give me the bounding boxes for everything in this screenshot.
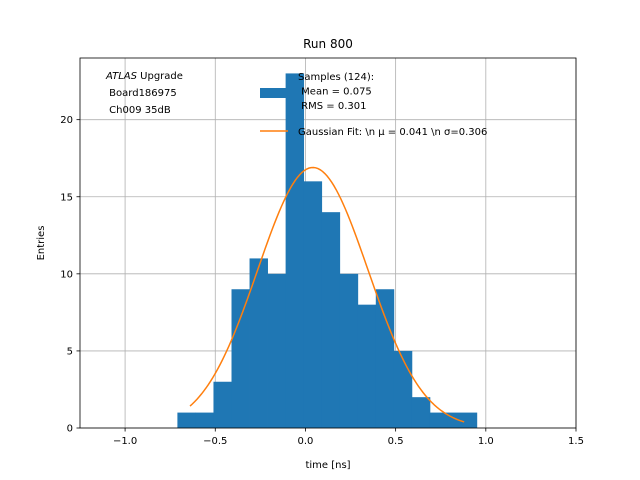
histogram-bar <box>267 273 287 428</box>
histogram-bars <box>177 73 478 429</box>
histogram-bar <box>195 412 214 428</box>
y-tick-label: 15 <box>60 192 73 203</box>
legend-histogram-line: Mean = 0.075 <box>298 87 372 98</box>
annotation-line-1: ATLAS Upgrade <box>105 71 183 82</box>
x-tick-label: −1.0 <box>113 436 137 447</box>
annotation-line-2: Board186975 <box>106 88 177 99</box>
x-tick-label: −0.5 <box>203 436 227 447</box>
legend-histogram-line: Samples (124): <box>298 72 374 83</box>
histogram-bar <box>339 273 359 428</box>
chart-title: Run 800 <box>303 37 353 51</box>
x-axis-ticks: −1.0 −0.5 0.0 0.5 1.0 1.5 <box>113 428 584 447</box>
histogram-bar <box>411 397 431 428</box>
legend-fit-label: Gaussian Fit: \n μ = 0.041 \n σ=0.306 <box>298 127 487 138</box>
histogram-bar <box>285 73 305 429</box>
histogram-bar <box>177 412 196 428</box>
x-axis-label: time [ns] <box>305 460 350 471</box>
legend-histogram-label: Samples (124): Mean = 0.075 RMS = 0.301 <box>298 72 374 112</box>
y-tick-label: 20 <box>60 115 73 126</box>
histogram-bar <box>357 304 377 428</box>
y-axis-ticks: 0 5 10 15 20 <box>60 115 80 435</box>
histogram-bar <box>249 258 268 428</box>
annotation-atlas: ATLAS <box>105 71 138 82</box>
legend: Samples (124): Mean = 0.075 RMS = 0.301 … <box>260 72 487 138</box>
y-tick-label: 5 <box>67 346 73 357</box>
legend-histogram-line: RMS = 0.301 <box>298 101 366 112</box>
annotation-upgrade: Upgrade <box>137 71 183 82</box>
y-axis-label: Entries <box>36 226 47 261</box>
histogram-bar <box>321 212 341 428</box>
x-tick-label: 0.5 <box>388 436 404 447</box>
legend-histogram-swatch <box>260 88 288 98</box>
annotation-line-3: Ch009 35dB <box>106 105 171 116</box>
x-tick-label: 1.5 <box>568 436 584 447</box>
x-tick-label: 0.0 <box>298 436 314 447</box>
histogram-bar <box>447 412 478 428</box>
histogram-bar <box>213 381 232 428</box>
histogram-bar <box>375 289 395 428</box>
y-tick-label: 10 <box>60 269 73 280</box>
gaussian-fit-line <box>189 166 465 423</box>
histogram-bar <box>231 289 250 428</box>
plot-frame <box>79 57 577 429</box>
y-tick-label: 0 <box>67 424 73 435</box>
histogram-bar <box>303 181 323 428</box>
x-tick-label: 1.0 <box>478 436 494 447</box>
annotation-block: ATLAS Upgrade Board186975 Ch009 35dB <box>105 71 183 116</box>
histogram-bar <box>429 412 449 428</box>
histogram-bar <box>393 350 413 428</box>
